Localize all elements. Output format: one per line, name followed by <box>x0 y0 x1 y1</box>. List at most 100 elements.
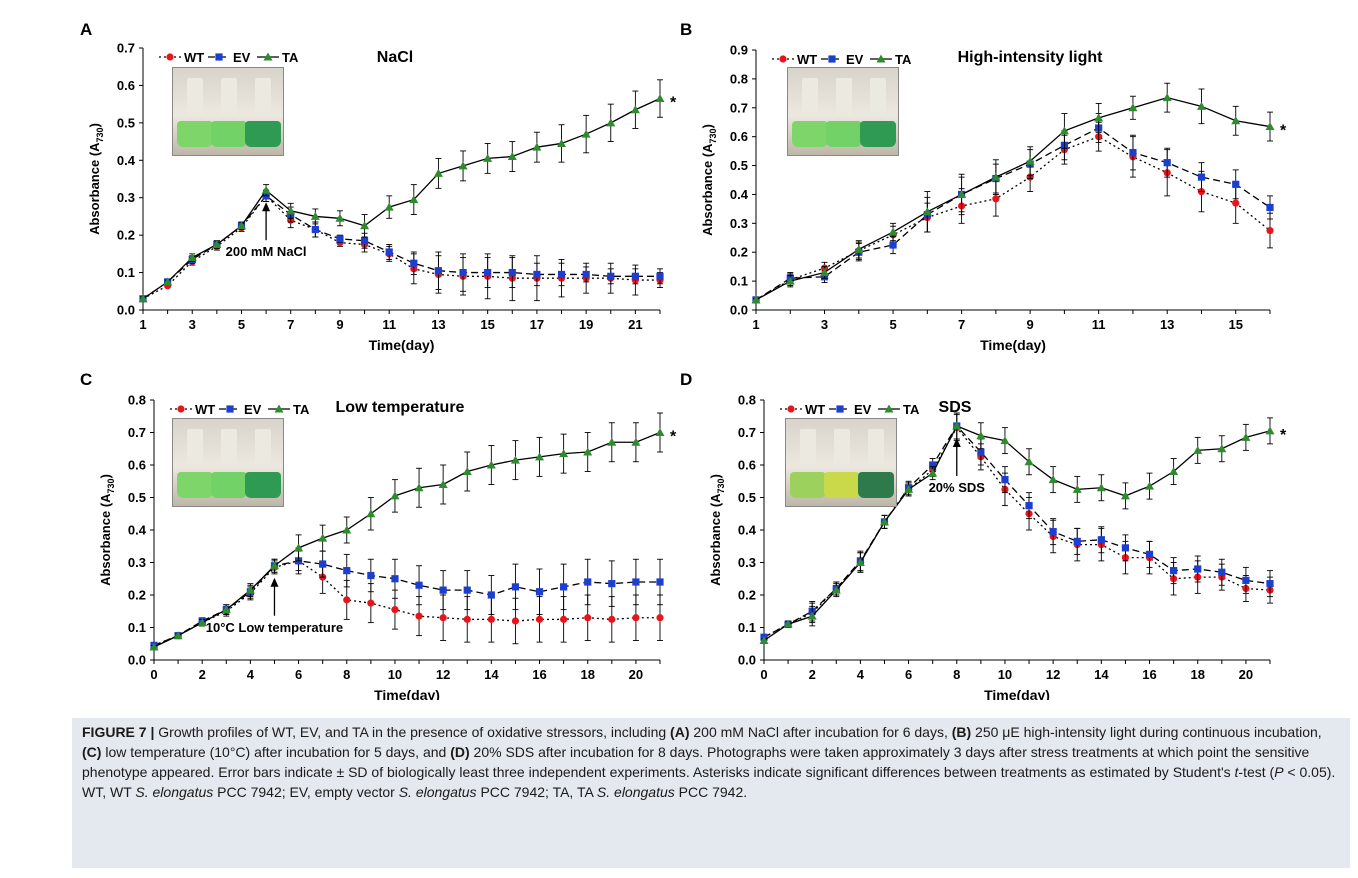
ta-point <box>976 431 986 440</box>
ta-point <box>1193 445 1203 454</box>
flask <box>826 121 862 147</box>
culture-photo <box>172 67 284 156</box>
y-tick-label: 0.0 <box>738 653 756 668</box>
x-tick-label: 9 <box>1027 317 1034 332</box>
ev-point <box>385 248 393 256</box>
ta-point <box>1059 126 1069 135</box>
x-tick-label: 21 <box>628 317 642 332</box>
ev-point <box>1129 148 1137 157</box>
ev-point <box>1001 476 1009 484</box>
flask <box>790 472 826 498</box>
y-tick-label: 0.6 <box>117 78 135 93</box>
legend-entry: EV <box>244 402 262 417</box>
caption-segment: (A) <box>670 724 690 740</box>
ta-point <box>342 525 352 534</box>
ta-point <box>1024 457 1034 466</box>
y-tick-label: 0.7 <box>738 425 756 440</box>
y-tick-label: 0.0 <box>730 303 748 318</box>
x-tick-label: 5 <box>889 317 896 332</box>
legend-entry: EV <box>854 402 872 417</box>
ta-point <box>221 605 231 614</box>
ta-point <box>928 468 938 477</box>
ta-point <box>1072 484 1082 493</box>
x-tick-label: 1 <box>139 317 146 332</box>
legend-entry: TA <box>903 402 920 417</box>
ta-point <box>854 244 864 253</box>
ta-point <box>783 619 793 628</box>
series-line <box>763 424 1271 638</box>
y-tick-label: 0.4 <box>128 523 147 538</box>
y-tick-label: 0.7 <box>117 41 135 56</box>
annotation-label: 10°C Low temperature <box>206 620 343 635</box>
flask <box>858 472 894 498</box>
ta-point <box>510 455 520 464</box>
flask-neck <box>255 429 271 465</box>
wt-point <box>439 614 447 622</box>
ta-point <box>274 404 284 413</box>
y-tick-label: 0.4 <box>738 523 757 538</box>
y-tick-label: 0.3 <box>117 190 135 205</box>
ev-point <box>1218 568 1226 576</box>
flask <box>245 472 281 498</box>
series-line <box>755 135 1271 301</box>
ta-point <box>294 543 304 552</box>
caption-segment: P <box>1274 764 1284 780</box>
x-tick-label: 12 <box>1046 667 1060 682</box>
ta-point <box>1094 113 1104 122</box>
flask-neck <box>221 429 237 465</box>
x-tick-label: 0 <box>150 667 157 682</box>
significance-asterisk: * <box>670 429 677 446</box>
ev-point <box>608 580 616 588</box>
ev-point <box>656 578 664 586</box>
ta-point <box>245 585 255 594</box>
figure-label: FIGURE 7 | <box>82 724 155 740</box>
y-tick-label: 0.5 <box>128 490 146 505</box>
y-axis-label: Absorbance (A730) <box>98 474 116 586</box>
annotation-arrow-head <box>952 438 961 447</box>
caption-segment: PCC 7942. <box>674 784 748 800</box>
ta-point <box>269 561 279 570</box>
ta-point <box>458 161 468 170</box>
x-tick-label: 4 <box>857 667 865 682</box>
ta-point <box>751 295 761 304</box>
y-axis-label: Absorbance (A730) <box>87 123 105 235</box>
ev-point <box>410 259 418 267</box>
y-axis-label-end: ) <box>98 474 113 478</box>
ev-point <box>1097 536 1105 544</box>
ta-point <box>655 94 665 103</box>
y-tick-label: 0.6 <box>730 129 748 144</box>
ta-point <box>1231 116 1241 125</box>
annotation-arrow-head <box>262 202 271 212</box>
ta-point <box>583 447 593 456</box>
wt-point <box>463 615 471 623</box>
caption-segment: -test ( <box>1238 764 1275 780</box>
legend-entry: WT <box>797 52 817 67</box>
flask-neck <box>870 78 886 114</box>
x-tick-label: 12 <box>436 667 450 682</box>
flask <box>245 121 281 147</box>
ta-point <box>630 105 640 114</box>
series-line <box>142 97 661 300</box>
legend-entry: TA <box>895 52 912 67</box>
annotation-label: 20% SDS <box>929 480 986 495</box>
ta-point <box>433 168 443 177</box>
caption-segment: t <box>1234 764 1239 780</box>
flask-neck <box>221 78 237 114</box>
wt-point <box>511 617 520 625</box>
flask <box>177 121 213 147</box>
ta-point <box>1217 444 1227 453</box>
caption-background <box>72 718 1350 868</box>
y-tick-label: 0.1 <box>738 620 756 635</box>
ev-point <box>977 448 985 456</box>
ta-point <box>884 404 894 413</box>
ta-point <box>952 421 962 430</box>
ev-point <box>215 53 223 61</box>
y-tick-label: 0.5 <box>738 490 756 505</box>
series-ev <box>150 547 664 649</box>
legend-entry: WT <box>184 50 204 65</box>
ta-point <box>922 207 932 216</box>
y-tick-label: 0.2 <box>730 245 748 260</box>
ta-point <box>1025 156 1035 165</box>
ta-point <box>581 129 591 138</box>
wt-point <box>632 614 640 622</box>
